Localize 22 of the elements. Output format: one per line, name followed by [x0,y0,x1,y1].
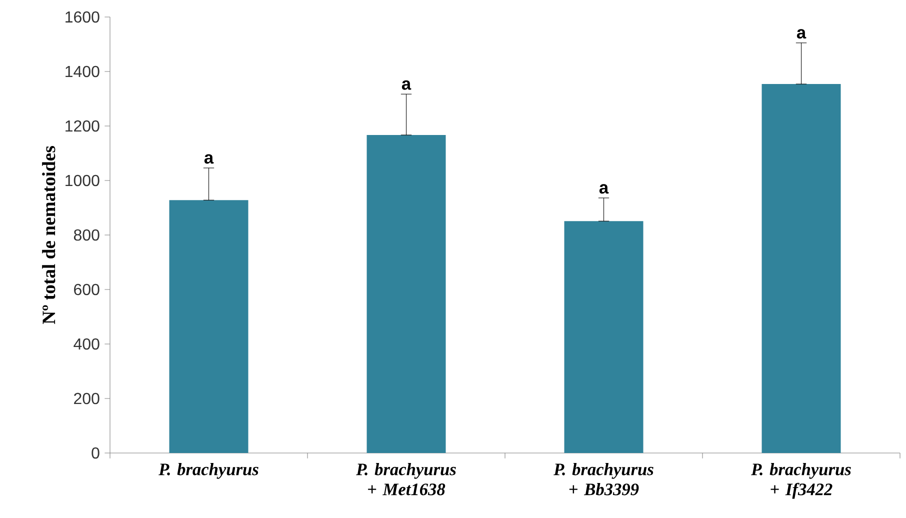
x-tick-label: P. brachyurus [158,463,258,479]
y-tick-label: 1400 [66,66,100,78]
y-tick-label: 600 [74,284,100,296]
x-tick-label: P. brachyurus + Met1638 [356,463,456,496]
bar [564,221,644,453]
x-tick-label: P. brachyurus + If3422 [751,463,851,499]
annotation: a [599,184,609,194]
annotation: a [796,29,806,39]
y-tick-label: 200 [74,392,100,404]
y-tick-label: 0 [92,447,100,459]
annotation: a [204,154,214,164]
y-tick-label: 400 [74,338,100,350]
y-tick-label: 800 [74,229,100,241]
y-tick-label: 1600 [66,11,100,23]
annotation: a [402,80,412,90]
x-tick-label: P. brachyurus + Bb3399 [554,463,654,496]
y-axis-title: Nº total de nematoides [42,146,56,324]
bar [366,134,446,453]
bar [169,200,248,453]
y-tick-label: 1000 [66,174,100,186]
y-tick-label: 1200 [66,120,100,132]
bar [762,84,841,453]
